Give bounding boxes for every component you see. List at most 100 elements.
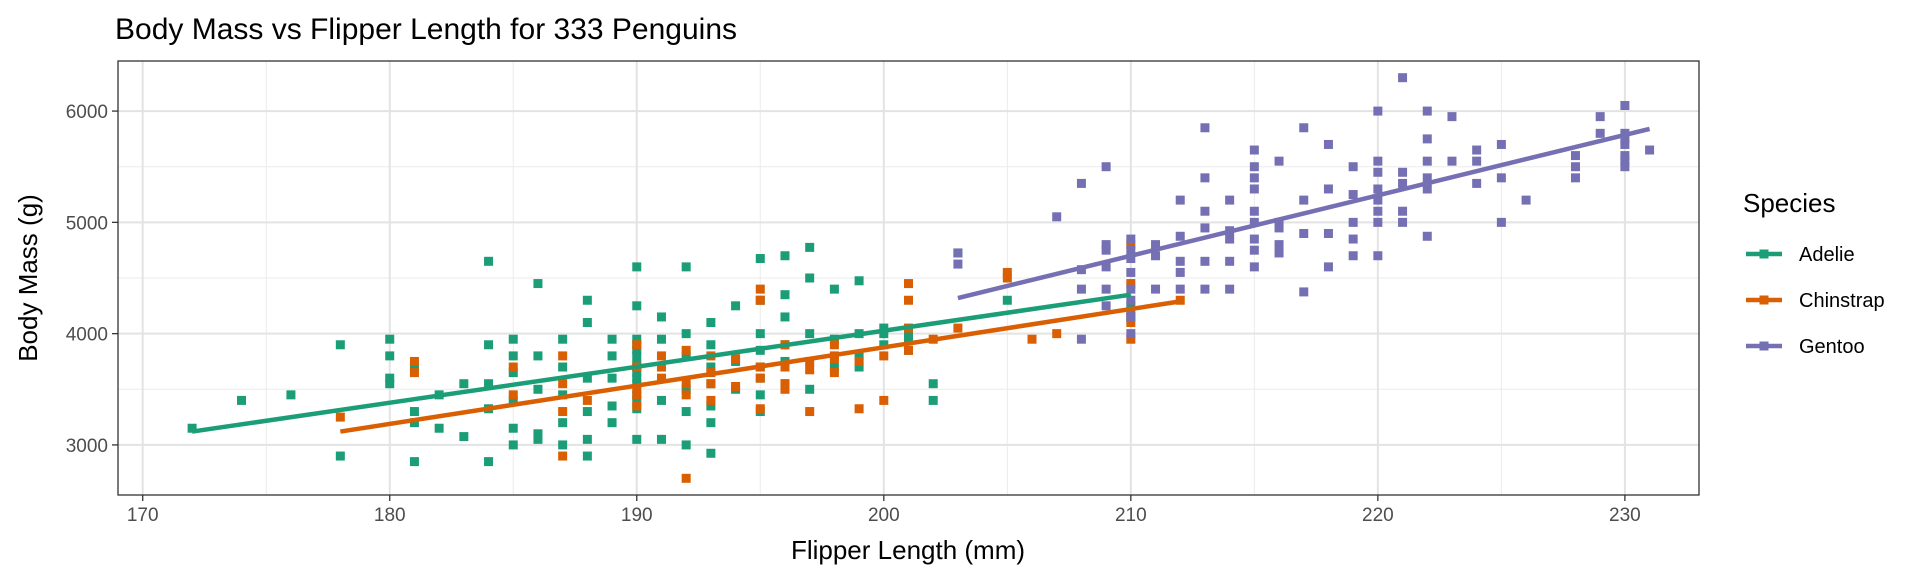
adelie-point (632, 345, 642, 355)
legend-key-adelie (1746, 249, 1782, 259)
adelie-point (755, 329, 765, 339)
gentoo-point (1422, 106, 1432, 116)
gentoo-point (1175, 195, 1185, 205)
adelie-point (928, 379, 938, 389)
legend-marker-chinstrap (1759, 295, 1769, 305)
chinstrap-point (829, 354, 839, 364)
gentoo-point (1348, 217, 1358, 227)
adelie-point (385, 334, 395, 344)
adelie-point (508, 351, 518, 361)
gentoo-point (1620, 162, 1630, 172)
adelie-point (508, 334, 518, 344)
gentoo-point (1151, 240, 1161, 250)
gentoo-point (1225, 284, 1235, 294)
gentoo-point (1101, 284, 1111, 294)
gentoo-point (1447, 112, 1457, 122)
gentoo-point (1620, 139, 1630, 149)
chinstrap-point (632, 401, 642, 411)
gentoo-point (1101, 162, 1111, 172)
chinstrap-point (1175, 295, 1185, 305)
gentoo-point (1274, 240, 1284, 250)
gentoo-point (1076, 334, 1086, 344)
legend: Species Adelie Chinstrap Gentoo (1743, 188, 1885, 358)
gentoo-point (1249, 262, 1259, 272)
gentoo-trend-line (957, 126, 1651, 301)
adelie-point (879, 329, 889, 339)
gentoo-point (1595, 112, 1605, 122)
chinstrap-point (1052, 329, 1062, 339)
adelie-point (533, 351, 543, 361)
adelie-point (632, 334, 642, 344)
gentoo-point (1422, 134, 1432, 144)
adelie-point (706, 362, 716, 372)
adelie-point (731, 301, 741, 311)
chinstrap-point (632, 390, 642, 400)
gentoo-point (1398, 167, 1408, 177)
adelie-point (780, 312, 790, 322)
gentoo-point (1620, 151, 1630, 161)
gentoo-point (953, 259, 963, 269)
legend-items: Adelie Chinstrap Gentoo (1746, 244, 1885, 358)
gentoo-point (1645, 145, 1655, 155)
chinstrap-point (656, 362, 666, 372)
adelie-point (335, 340, 345, 350)
gentoo-point (1398, 217, 1408, 227)
chinstrap-point (681, 473, 691, 483)
adelie-point (558, 362, 568, 372)
chinstrap-point (953, 323, 963, 333)
adelie-point (459, 379, 469, 389)
chinstrap-point (829, 368, 839, 378)
adelie-trend-line (191, 292, 1132, 434)
plot-border (117, 60, 1700, 496)
adelie-point (335, 451, 345, 461)
chinstrap-point (805, 365, 815, 375)
adelie-point (706, 340, 716, 350)
adelie-point (385, 379, 395, 389)
gentoo-point (1496, 139, 1506, 149)
chinstrap-point (904, 295, 913, 305)
x-tick-label: 190 (621, 505, 653, 526)
legend-key-chinstrap (1746, 295, 1782, 305)
gentoo-point (1175, 284, 1185, 294)
chinstrap-point (409, 356, 419, 366)
adelie-point (237, 395, 247, 405)
y-tick-label: 4000 (66, 325, 108, 346)
y-tick-label: 3000 (66, 436, 108, 457)
x-axis-ticks: 170 180 190 200 210 220 230 (127, 495, 1641, 526)
gentoo-point (1422, 184, 1432, 194)
x-tick-label: 210 (1115, 505, 1147, 526)
gentoo-point (1373, 206, 1383, 216)
adelie-point (681, 351, 691, 361)
adelie-point (632, 368, 642, 378)
minor-gridlines (118, 61, 1699, 495)
gentoo-point (1126, 306, 1136, 316)
gentoo-point (1076, 178, 1086, 188)
gentoo-point (1225, 195, 1235, 205)
adelie-point (656, 395, 666, 405)
adelie-point (508, 395, 518, 405)
gentoo-point (1126, 245, 1136, 255)
chinstrap-point (335, 412, 345, 422)
adelie-point (533, 279, 543, 289)
chinstrap-point (780, 362, 790, 372)
gentoo-point (1126, 329, 1136, 339)
gentoo-point (1151, 251, 1161, 261)
gentoo-point (1373, 217, 1383, 227)
gentoo-point (1126, 254, 1136, 264)
gentoo-point (1373, 184, 1383, 194)
gentoo-point (1175, 256, 1185, 266)
adelie-point (1126, 301, 1136, 311)
adelie-point (829, 284, 839, 294)
x-tick-label: 170 (127, 505, 159, 526)
gentoo-point (1348, 251, 1358, 261)
gentoo-point (1249, 234, 1259, 244)
chinstrap-point (1126, 334, 1136, 344)
adelie-point (656, 334, 666, 344)
gentoo-point (1126, 312, 1136, 322)
gentoo-point (1570, 162, 1580, 172)
adelie-point (706, 401, 716, 411)
adelie-point (632, 351, 642, 361)
gentoo-point (1422, 173, 1432, 183)
legend-marker-gentoo (1759, 341, 1769, 351)
